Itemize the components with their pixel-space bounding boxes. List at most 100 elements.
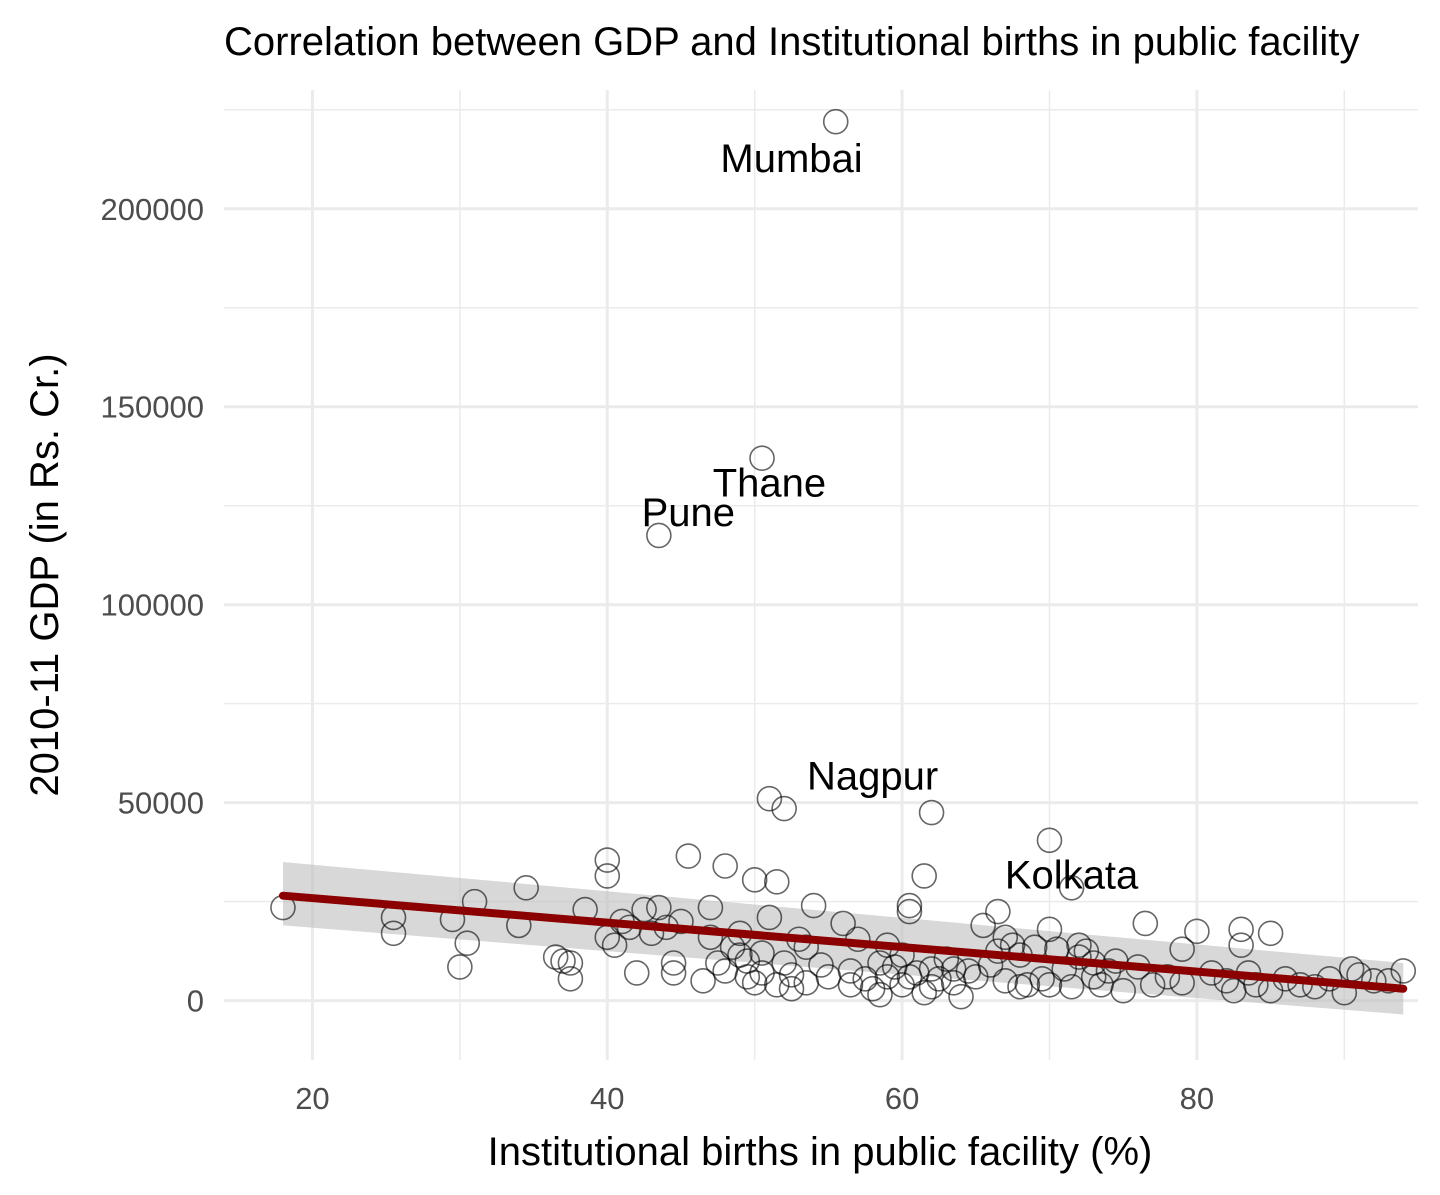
- data-point: [631, 896, 657, 923]
- x-axis-title: Institutional births in public facility …: [488, 1130, 1153, 1174]
- data-point: [970, 912, 996, 939]
- data-point: [1302, 973, 1328, 1000]
- data-point: [992, 968, 1019, 994]
- data-point: [926, 966, 952, 992]
- data-point: [837, 971, 864, 998]
- data-point: [771, 795, 797, 822]
- x-tick-label: 40: [590, 1081, 624, 1116]
- x-axis-ticks: 20 40 60 80: [295, 1081, 1214, 1116]
- data-point: [557, 950, 584, 976]
- y-tick-label: 50000: [118, 786, 204, 821]
- data-point: [675, 843, 702, 869]
- data-point: [1036, 827, 1063, 854]
- point-label: Kolkata: [1005, 853, 1139, 897]
- data-point: [1228, 932, 1254, 958]
- data-point: [1110, 977, 1136, 1004]
- data-point: [660, 950, 687, 976]
- data-point: [623, 960, 650, 986]
- data-point: [896, 964, 923, 990]
- data-point: [705, 950, 731, 976]
- data-point: [749, 940, 775, 966]
- data-point: [918, 956, 945, 982]
- point-label: Nagpur: [807, 754, 938, 798]
- x-tick-label: 60: [885, 1081, 919, 1116]
- data-point: [1058, 874, 1085, 901]
- data-point: [778, 975, 805, 1002]
- chart-title: Correlation between GDP and Institutiona…: [224, 20, 1359, 64]
- y-axis-ticks: 0 50000 100000 150000 200000: [101, 192, 204, 1019]
- y-tick-label: 0: [187, 984, 204, 1019]
- y-tick-label: 200000: [101, 192, 204, 227]
- data-point: [1036, 971, 1063, 998]
- data-point: [992, 924, 1019, 951]
- minor-gridlines: [224, 90, 1418, 1060]
- x-tick-label: 80: [1180, 1081, 1214, 1116]
- trend-line: [278, 891, 1408, 993]
- y-axis-title: 2010-11 GDP (in Rs. Cr.): [23, 353, 67, 796]
- point-label: Thane: [713, 461, 826, 505]
- data-point: [1132, 910, 1159, 937]
- data-point: [896, 898, 923, 925]
- data-point: [690, 968, 716, 994]
- data-point: [985, 898, 1011, 925]
- data-point: [1066, 932, 1092, 958]
- data-point: [1029, 966, 1055, 992]
- point-label: Mumbai: [720, 137, 862, 181]
- data-point: [756, 904, 783, 931]
- data-point: [896, 892, 923, 919]
- data-point: [447, 954, 473, 980]
- data-point: [1360, 968, 1387, 994]
- data-point: [918, 973, 945, 1000]
- data-point: [380, 920, 407, 947]
- data-point: [1169, 936, 1195, 962]
- data-point: [697, 924, 724, 951]
- data-point: [594, 863, 621, 889]
- data-point: [867, 981, 893, 1008]
- data-point: [741, 867, 768, 893]
- data-point: [454, 930, 481, 957]
- trend-line-layer: [278, 891, 1408, 993]
- data-point: [660, 960, 687, 986]
- data-point: [756, 785, 783, 812]
- data-point: [734, 964, 761, 990]
- data-point: [911, 979, 937, 1006]
- data-point: [1139, 971, 1166, 998]
- data-point: [763, 869, 790, 895]
- data-point: [646, 894, 672, 921]
- data-point: [542, 944, 569, 970]
- data-point: [1036, 916, 1063, 943]
- data-point: [1095, 958, 1122, 984]
- data-point: [1213, 968, 1240, 994]
- data-point: [778, 962, 805, 988]
- data-point: [594, 847, 621, 873]
- data-point: [712, 853, 738, 879]
- y-tick-label: 150000: [101, 390, 204, 425]
- data-point: [867, 950, 893, 976]
- data-point: [1257, 920, 1284, 947]
- data-point: [852, 966, 879, 992]
- data-point: [822, 108, 849, 135]
- data-point: [601, 932, 628, 958]
- data-point: [800, 892, 827, 919]
- data-point: [697, 894, 724, 921]
- data-point: [513, 874, 539, 901]
- data-point: [837, 958, 864, 984]
- data-point: [741, 969, 768, 996]
- data-point: [668, 908, 694, 935]
- data-point: [1058, 973, 1085, 1000]
- y-tick-label: 100000: [101, 588, 204, 623]
- data-point: [749, 445, 775, 472]
- data-point: [646, 522, 672, 549]
- data-point: [830, 910, 856, 937]
- data-point: [1390, 958, 1417, 984]
- data-point: [874, 964, 901, 990]
- data-point: [948, 983, 974, 1010]
- data-point: [557, 966, 584, 992]
- data-point: [1375, 968, 1402, 994]
- data-point: [918, 799, 945, 826]
- data-point: [911, 863, 937, 889]
- point-label: Pune: [642, 491, 735, 535]
